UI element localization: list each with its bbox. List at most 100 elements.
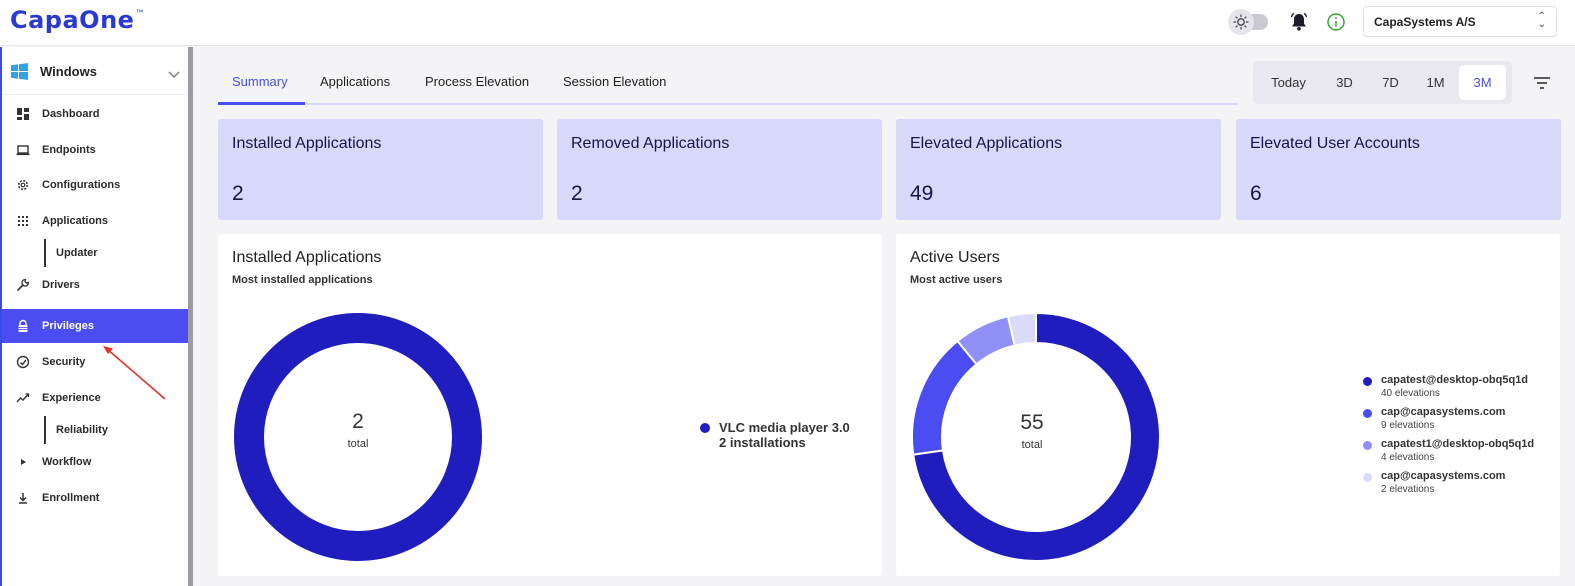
- donut-total-label: total: [347, 438, 369, 450]
- stat-title: Elevated User Accounts: [1250, 135, 1420, 152]
- sidebar-item-label: Workflow: [42, 456, 92, 468]
- stat-title: Removed Applications: [571, 135, 730, 152]
- legend-detail: 2 installations: [719, 435, 806, 450]
- donut-center: 55 total: [982, 411, 1082, 451]
- legend-dot: [1363, 473, 1372, 482]
- active-users-panel: Active Users Most active users 55 total …: [896, 234, 1560, 576]
- tab-summary[interactable]: Summary: [232, 74, 288, 89]
- stat-card-elevated-applications[interactable]: Elevated Applications 49: [896, 119, 1221, 220]
- logo-text: CapaOne: [10, 6, 135, 34]
- filter-icon[interactable]: [1533, 75, 1551, 91]
- time-range-selector: Today 3D 7D 1M 3M: [1253, 61, 1512, 104]
- legend-detail: 2 elevations: [1381, 484, 1435, 495]
- capaone-logo[interactable]: CapaOne ™: [10, 6, 143, 36]
- sun-icon: [1228, 9, 1254, 35]
- sidebar: Windows Dashboard Endpoints Configuratio…: [0, 47, 188, 586]
- tab-process-elevation[interactable]: Process Elevation: [425, 74, 530, 89]
- legend-dot: [1363, 409, 1372, 418]
- range-3m[interactable]: 3M: [1459, 65, 1506, 100]
- apps-grid-icon: [16, 214, 30, 228]
- sidebar-item-endpoints[interactable]: Endpoints: [2, 133, 188, 167]
- legend-dot: [700, 423, 710, 433]
- laptop-icon: [16, 143, 30, 157]
- legend-detail: 40 elevations: [1381, 388, 1440, 399]
- range-3d[interactable]: 3D: [1336, 75, 1353, 90]
- sidebar-item-label: Configurations: [42, 179, 121, 191]
- tab-applications[interactable]: Applications: [320, 74, 391, 89]
- trend-icon: [16, 391, 30, 405]
- stat-value: 2: [571, 182, 583, 205]
- legend-detail: 4 elevations: [1381, 452, 1435, 463]
- donut-total-label: total: [1021, 439, 1043, 451]
- gear-icon: [16, 178, 30, 192]
- panel-title: Installed Applications: [232, 249, 382, 266]
- donut-total: 55: [1020, 411, 1044, 434]
- sidebar-item-drivers[interactable]: Drivers: [2, 268, 188, 302]
- donut-slice[interactable]: [234, 313, 482, 561]
- logo-trademark: ™: [135, 8, 144, 17]
- sidebar-item-label: Security: [42, 356, 86, 368]
- legend-label: capatest@desktop-obq5q1d: [1381, 374, 1529, 386]
- organization-name: CapaSystems A/S: [1374, 15, 1476, 29]
- active-users-donut: [911, 312, 1161, 562]
- sidebar-item-label: Dashboard: [42, 108, 100, 120]
- sidebar-item-label: Experience: [42, 392, 101, 404]
- play-icon: [16, 455, 30, 469]
- sidebar-item-privileges[interactable]: Privileges: [2, 309, 188, 343]
- top-bar: CapaOne ™: [0, 0, 1575, 46]
- sidebar-item-label: Endpoints: [42, 144, 96, 156]
- panel-subtitle: Most active users: [910, 274, 1003, 286]
- sidebar-item-dashboard[interactable]: Dashboard: [2, 97, 188, 131]
- sidebar-item-label: Drivers: [42, 279, 80, 291]
- donut-slice[interactable]: [912, 312, 1161, 562]
- panel-title: Active Users: [910, 249, 1000, 266]
- range-1m[interactable]: 1M: [1426, 75, 1445, 90]
- wrench-icon: [16, 278, 30, 292]
- legend-label: capatest1@desktop-obq5q1d: [1381, 438, 1535, 450]
- sidebar-item-security[interactable]: Security: [2, 345, 188, 379]
- sidebar-scrollbar[interactable]: [188, 47, 193, 586]
- panel-subtitle: Most installed applications: [232, 274, 373, 286]
- legend-label: cap@capasystems.com: [1381, 406, 1506, 418]
- range-today[interactable]: Today: [1271, 75, 1306, 90]
- stat-card-elevated-user-accounts[interactable]: Elevated User Accounts 6: [1236, 119, 1561, 220]
- sidebar-item-updater[interactable]: Updater: [44, 239, 184, 267]
- stat-value: 2: [232, 182, 244, 205]
- annotation-arrow: [103, 346, 166, 400]
- sidebar-item-workflow[interactable]: Workflow: [2, 445, 188, 479]
- installed-applications-donut: [234, 313, 482, 561]
- legend-dot: [1363, 377, 1372, 386]
- organization-select[interactable]: CapaSystems A/S ⌃ ⌄: [1363, 6, 1557, 37]
- stat-value: 49: [910, 182, 934, 205]
- sidebar-item-configurations[interactable]: Configurations: [2, 168, 188, 202]
- sidebar-item-reliability[interactable]: Reliability: [44, 416, 184, 444]
- windows-icon: [11, 63, 28, 85]
- stat-card-installed-applications[interactable]: Installed Applications 2: [218, 119, 543, 220]
- up-down-chevron-icon: ⌃ ⌄: [1537, 11, 1546, 30]
- sidebar-item-label: Applications: [42, 215, 109, 227]
- download-icon: [16, 491, 30, 505]
- legend-detail: 9 elevations: [1381, 420, 1435, 431]
- sidebar-item-label: Reliability: [56, 424, 108, 436]
- platform-selector[interactable]: Windows: [2, 47, 188, 95]
- donut-slice[interactable]: [911, 339, 978, 456]
- sidebar-item-label: Enrollment: [42, 492, 100, 504]
- info-icon[interactable]: [1326, 12, 1346, 32]
- shield-icon: [16, 355, 30, 369]
- donut-total: 2: [352, 410, 364, 433]
- sidebar-item-experience[interactable]: Experience: [2, 381, 188, 415]
- donut-center: 2 total: [308, 410, 408, 450]
- tab-session-elevation[interactable]: Session Elevation: [563, 74, 667, 89]
- sidebar-item-label: Updater: [56, 247, 98, 259]
- stat-title: Elevated Applications: [910, 135, 1063, 152]
- theme-toggle[interactable]: [1228, 9, 1270, 35]
- lock-icon: [16, 319, 30, 333]
- donut-slice[interactable]: [1006, 312, 1037, 347]
- range-7d[interactable]: 7D: [1382, 75, 1399, 90]
- notification-bell-icon[interactable]: [1288, 11, 1310, 33]
- chevron-down-icon: [168, 66, 180, 84]
- sidebar-item-applications[interactable]: Applications: [2, 204, 188, 238]
- stat-card-removed-applications[interactable]: Removed Applications 2: [557, 119, 882, 220]
- tab-bar: Summary Applications Process Elevation S…: [218, 60, 1238, 105]
- sidebar-item-enrollment[interactable]: Enrollment: [2, 481, 188, 515]
